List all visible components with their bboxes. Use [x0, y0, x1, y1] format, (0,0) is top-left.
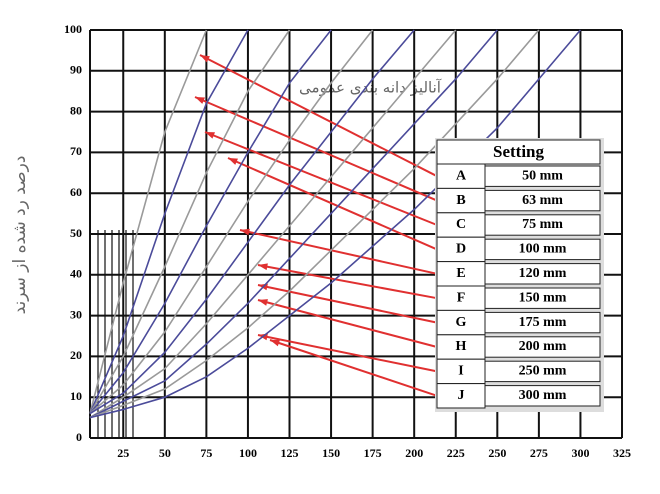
x-tick-label: 125	[281, 446, 299, 460]
x-tick-label: 50	[159, 446, 171, 460]
table-cell	[484, 263, 601, 285]
arrow-head	[200, 55, 210, 63]
y-axis-label: درصد رد شده از سرند	[10, 156, 30, 315]
table-value: 100 mm	[519, 242, 567, 257]
y-tick-label: 50	[70, 226, 82, 240]
table-cell	[436, 358, 486, 385]
arrow-line	[257, 334, 438, 373]
y-tick-label: 100	[64, 22, 82, 36]
curve	[89, 29, 332, 415]
arrow-head	[258, 299, 268, 306]
x-tick-label: 325	[613, 446, 631, 460]
x-tick-label: 100	[239, 446, 257, 460]
table-cell	[436, 236, 486, 263]
table-cell	[484, 311, 601, 334]
table-cell	[436, 261, 486, 287]
arrow-line	[257, 299, 438, 348]
curve	[89, 29, 374, 415]
curve	[89, 29, 415, 415]
y-tick-label: 40	[70, 267, 82, 281]
y-tick-label: 80	[70, 103, 82, 117]
table-value: 300 mm	[519, 388, 567, 403]
curve	[89, 29, 582, 419]
table-cell	[436, 334, 486, 360]
x-tick-label: 150	[322, 446, 340, 460]
table-letter: I	[458, 364, 463, 379]
arrow-line	[257, 264, 438, 300]
table-title: Setting	[493, 142, 545, 161]
table-cell	[436, 383, 486, 409]
curve	[89, 29, 540, 419]
x-tick-label: 250	[488, 446, 506, 460]
table-header	[436, 139, 601, 165]
table-letter: A	[456, 168, 467, 183]
x-tick-label: 200	[405, 446, 423, 460]
table-value: 200 mm	[519, 339, 567, 354]
table-cell	[484, 238, 601, 261]
fine-grid	[97, 230, 134, 438]
y-tick-label: 60	[70, 185, 82, 199]
arrow-head	[258, 263, 268, 271]
table-cell	[436, 309, 486, 336]
table-value: 63 mm	[522, 193, 563, 208]
y-tick-label: 10	[70, 389, 82, 403]
y-tick-label: 20	[70, 348, 82, 362]
curve	[89, 29, 208, 414]
curve	[89, 29, 498, 419]
table-letter: F	[457, 290, 466, 305]
table-value: 175 mm	[519, 315, 567, 330]
table-value: 250 mm	[519, 364, 567, 379]
table-cell	[484, 385, 601, 407]
table-letter: J	[458, 388, 465, 403]
arrow-head	[228, 158, 238, 165]
table-letter: H	[456, 339, 467, 354]
arrow-head	[270, 339, 280, 347]
table-cell	[484, 360, 601, 383]
y-tick-label: 70	[70, 144, 82, 158]
curve	[89, 29, 291, 414]
table-cell	[484, 189, 601, 212]
chart-title: آنالیز دانه بندی عمومی	[299, 79, 442, 97]
table-cell	[484, 336, 601, 358]
table-cell	[484, 165, 601, 187]
arrow-line	[199, 54, 438, 178]
arrow-head	[240, 228, 250, 236]
table-letter: C	[456, 217, 466, 232]
y-tick-label: 0	[76, 430, 82, 444]
table-letter: B	[456, 193, 465, 208]
arrow-head	[195, 97, 205, 104]
arrow-line	[269, 339, 438, 397]
table-value: 120 mm	[519, 266, 567, 281]
x-tick-label: 300	[571, 446, 589, 460]
table-cell	[484, 214, 601, 236]
settings-table: Setting A 50 mm B 63 mm C 75 mm D 100 mm E 120 mm F…	[435, 138, 604, 412]
y-tick-label: 90	[70, 63, 82, 77]
x-tick-label: 225	[447, 446, 465, 460]
x-tick-label: 25	[117, 446, 129, 460]
arrow-line	[227, 157, 438, 251]
arrow-line	[257, 284, 438, 324]
curve	[89, 29, 249, 414]
table-letter: D	[456, 242, 466, 257]
arrow-line	[239, 229, 438, 275]
table-cell	[484, 287, 601, 309]
table-letter: E	[456, 266, 465, 281]
table-letter: G	[456, 315, 467, 330]
table-value: 150 mm	[519, 290, 567, 305]
table-value: 75 mm	[522, 217, 563, 232]
table-value: 50 mm	[522, 168, 563, 183]
x-tick-label: 75	[200, 446, 212, 460]
arrow-line	[204, 131, 438, 226]
y-tick-label: 30	[70, 307, 82, 321]
x-tick-label: 275	[530, 446, 548, 460]
x-tick-label: 175	[364, 446, 382, 460]
arrow-head	[205, 132, 215, 139]
curve	[89, 29, 457, 419]
